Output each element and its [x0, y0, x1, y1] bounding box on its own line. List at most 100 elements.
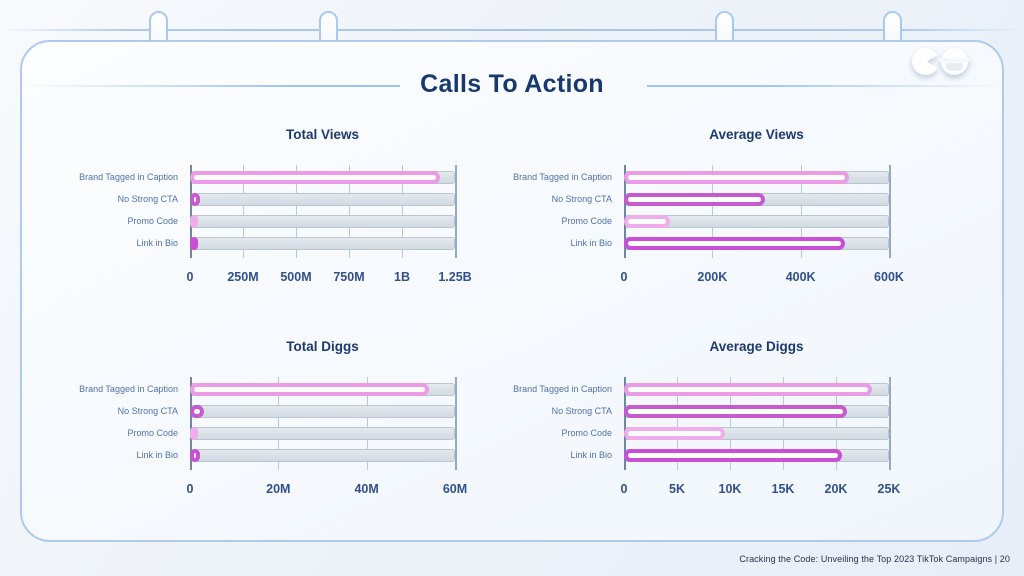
- bar-track: [190, 215, 455, 228]
- bar-brand-tagged-in-caption: [190, 383, 429, 396]
- logo: [912, 46, 972, 78]
- slide-card: Calls To Action Total Views Brand Tagged…: [20, 40, 1004, 542]
- chart-category-labels: Brand Tagged in Caption No Strong CTA Prom…: [57, 165, 183, 258]
- gridline: [455, 377, 457, 470]
- gridline: [190, 377, 192, 470]
- axis-tick-label: 0: [620, 270, 628, 284]
- chart-x-axis: 0 250M 500M 750M 1B 1.25B: [187, 270, 472, 288]
- axis-tick-label: 20M: [266, 482, 291, 496]
- bar-brand-tagged-in-caption: [190, 171, 441, 184]
- gridline: [278, 377, 280, 470]
- chart-plot-area: [624, 165, 891, 258]
- chart-title: Total Diggs: [286, 339, 359, 354]
- axis-tick-label: 15K: [771, 482, 795, 496]
- axis-tick-label: 0: [186, 482, 194, 496]
- category-label: Promo Code: [561, 428, 612, 438]
- gridline: [349, 165, 350, 258]
- category-label: Promo Code: [127, 216, 178, 226]
- chart-average-views: Average Views Brand Tagged in Caption No …: [491, 127, 904, 299]
- axis-tick-label: 600K: [874, 270, 904, 284]
- gridline: [366, 377, 368, 470]
- bar-link-in-bio: [190, 237, 199, 250]
- axis-tick-label: 1.25B: [438, 270, 472, 284]
- footer-text: Cracking the Code: Unveiling the Top 202…: [739, 554, 1010, 564]
- category-label: No Strong CTA: [551, 406, 612, 416]
- title-divider-left: [24, 85, 400, 87]
- gridline: [402, 165, 403, 258]
- category-label: Link in Bio: [570, 238, 612, 248]
- chart-plot-area: [190, 165, 457, 258]
- axis-tick-label: 20K: [824, 482, 848, 496]
- gridline: [712, 165, 714, 258]
- chart-category-labels: Brand Tagged in Caption No Strong CTA Prom…: [491, 377, 617, 470]
- category-label: Link in Bio: [136, 238, 178, 248]
- axis-tick-label: 500M: [280, 270, 312, 284]
- gridline: [889, 377, 891, 470]
- bar-no-strong-cta: [624, 193, 766, 206]
- axis-tick-label: 0: [186, 270, 194, 284]
- axis-tick-label: 40M: [354, 482, 379, 496]
- category-label: Link in Bio: [136, 450, 178, 460]
- chart-x-axis: 0 5K 10K 15K 20K 25K: [621, 482, 901, 500]
- bar-brand-tagged-in-caption: [624, 171, 850, 184]
- category-label: No Strong CTA: [117, 194, 178, 204]
- category-label: Promo Code: [127, 428, 178, 438]
- chart-title: Average Diggs: [709, 339, 804, 354]
- bar-link-in-bio: [624, 237, 845, 250]
- bar-promo-code: [624, 427, 725, 440]
- gridline: [624, 165, 626, 258]
- bar-no-strong-cta: [624, 405, 847, 418]
- gridline: [836, 377, 837, 470]
- bar-link-in-bio: [190, 449, 201, 462]
- title-divider-right: [647, 85, 1002, 87]
- bar-track: [190, 449, 455, 462]
- category-label: Brand Tagged in Caption: [79, 384, 178, 394]
- bar-promo-code: [190, 427, 198, 440]
- chart-total-views: Total Views Brand Tagged in Caption No St…: [57, 127, 472, 299]
- chart-category-labels: Brand Tagged in Caption No Strong CTA Prom…: [491, 165, 617, 258]
- chart-category-labels: Brand Tagged in Caption No Strong CTA Prom…: [57, 377, 183, 470]
- chart-plot-area: [190, 377, 457, 470]
- category-label: Link in Bio: [570, 450, 612, 460]
- category-label: No Strong CTA: [117, 406, 178, 416]
- binder-line: [0, 29, 1024, 31]
- gridline: [800, 165, 802, 258]
- chart-x-axis: 0 20M 40M 60M: [187, 482, 468, 500]
- pacman-icon: [912, 48, 939, 75]
- chart-average-diggs: Average Diggs Brand Tagged in Caption No …: [491, 339, 901, 511]
- gridline: [677, 377, 678, 470]
- bar-link-in-bio: [624, 449, 843, 462]
- chart-x-axis: 0 200K 400K 600K: [621, 270, 904, 288]
- gridline: [889, 165, 891, 258]
- axis-tick-label: 0: [620, 482, 628, 496]
- gridline: [190, 165, 192, 258]
- bar-promo-code: [624, 215, 671, 228]
- chart-title: Average Views: [709, 127, 804, 142]
- smiley-icon: [939, 48, 970, 75]
- axis-tick-label: 400K: [785, 270, 816, 284]
- axis-tick-label: 60M: [442, 482, 468, 496]
- axis-tick-label: 10K: [718, 482, 742, 496]
- bar-track: [190, 405, 455, 418]
- gridline: [730, 377, 731, 470]
- bar-track: [190, 427, 455, 440]
- category-label: Brand Tagged in Caption: [79, 172, 178, 182]
- bar-no-strong-cta: [190, 405, 205, 418]
- bar-track: [190, 193, 455, 206]
- category-label: Promo Code: [561, 216, 612, 226]
- bar-promo-code: [190, 215, 198, 228]
- gridline: [455, 165, 457, 258]
- category-label: No Strong CTA: [551, 194, 612, 204]
- bar-track: [190, 237, 455, 250]
- gridline: [243, 165, 244, 258]
- gridline: [783, 377, 784, 470]
- chart-total-diggs: Total Diggs Brand Tagged in Caption No St…: [57, 339, 468, 511]
- category-label: Brand Tagged in Caption: [513, 384, 612, 394]
- bar-brand-tagged-in-caption: [624, 383, 873, 396]
- bar-no-strong-cta: [190, 193, 200, 206]
- axis-tick-label: 250M: [227, 270, 259, 284]
- chart-title: Total Views: [285, 127, 360, 142]
- chart-plot-area: [624, 377, 891, 470]
- axis-tick-label: 200K: [697, 270, 728, 284]
- category-label: Brand Tagged in Caption: [513, 172, 612, 182]
